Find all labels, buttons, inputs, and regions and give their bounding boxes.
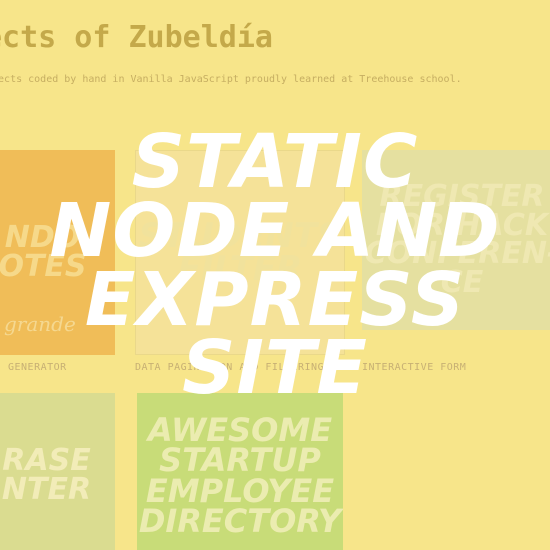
project-card-phrase-hunter[interactable]: RASE NTER xyxy=(0,393,115,550)
overlay-title: STATIC NODE AND EXPRESS SITE xyxy=(49,119,501,412)
thumbnail-text: NDO OTES xyxy=(0,220,87,284)
project-thumbnail: RASE NTER xyxy=(0,393,115,550)
project-thumbnail: REGISTER FOR HACK CONFEREN- CE xyxy=(362,150,550,330)
thumbnail-text: RASE NTER xyxy=(1,443,92,507)
project-thumbnail: NDO OTES xyxy=(0,150,115,355)
page-title: ects of Zubeldía xyxy=(0,20,273,55)
project-thumbnail: STUDENTS FILTER xyxy=(135,150,345,355)
thumbnail-text: REGISTER FOR HACK CONFEREN- CE xyxy=(364,179,550,300)
project-card-employee-directory[interactable]: AWESOME STARTUP EMPLOYEE DIRECTORY xyxy=(137,393,343,550)
thumbnail-script-text: grande xyxy=(4,312,76,336)
page-subtitle: ojects coded by hand in Vanilla JavaScri… xyxy=(0,74,462,85)
project-caption[interactable]: DATA PAGINATION AND FILTERING xyxy=(135,362,325,373)
project-caption[interactable]: GENERATOR xyxy=(8,362,67,373)
project-card-students-filter[interactable]: STUDENTS FILTER xyxy=(135,150,345,355)
project-thumbnail: AWESOME STARTUP EMPLOYEE DIRECTORY xyxy=(137,393,343,550)
thumbnail-text: STUDENTS FILTER xyxy=(138,216,342,289)
thumbnail-text: AWESOME STARTUP EMPLOYEE DIRECTORY xyxy=(138,410,342,540)
project-caption[interactable]: INTERACTIVE FORM xyxy=(362,362,467,373)
project-card-register-form[interactable]: REGISTER FOR HACK CONFEREN- CE xyxy=(362,150,550,330)
project-card-quote-generator[interactable]: NDO OTES xyxy=(0,150,115,355)
